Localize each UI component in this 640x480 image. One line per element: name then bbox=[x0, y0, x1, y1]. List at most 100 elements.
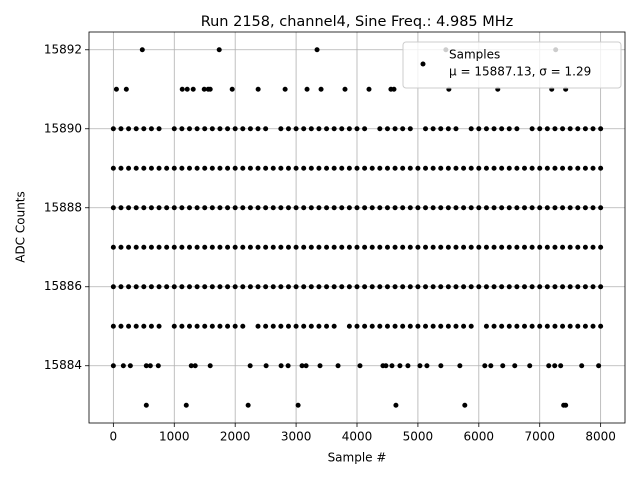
data-point bbox=[483, 126, 489, 132]
data-point bbox=[400, 284, 406, 290]
data-point bbox=[202, 126, 208, 132]
data-point bbox=[461, 165, 467, 171]
data-point bbox=[491, 205, 497, 211]
data-point bbox=[346, 126, 352, 132]
data-point bbox=[164, 205, 170, 211]
data-point bbox=[179, 126, 185, 132]
data-point bbox=[155, 363, 161, 369]
data-point bbox=[240, 244, 246, 250]
data-point bbox=[240, 126, 246, 132]
data-point bbox=[187, 165, 192, 171]
data-point bbox=[232, 165, 238, 171]
legend-marker bbox=[420, 61, 426, 67]
data-point bbox=[324, 244, 330, 250]
data-point bbox=[194, 165, 200, 171]
data-point bbox=[483, 205, 489, 211]
data-point bbox=[255, 284, 261, 290]
data-point bbox=[537, 205, 543, 211]
data-point bbox=[514, 323, 520, 329]
data-point bbox=[366, 86, 372, 92]
data-point bbox=[491, 284, 497, 290]
data-point bbox=[156, 323, 162, 329]
data-point bbox=[179, 165, 185, 171]
data-point bbox=[141, 126, 147, 132]
data-point bbox=[171, 244, 177, 250]
data-point bbox=[369, 323, 375, 329]
data-point bbox=[529, 323, 535, 329]
data-point bbox=[133, 323, 139, 329]
data-point bbox=[331, 205, 337, 211]
data-point bbox=[339, 244, 345, 250]
data-point bbox=[362, 205, 368, 211]
data-point bbox=[331, 126, 337, 132]
data-point bbox=[567, 205, 573, 211]
data-point bbox=[400, 126, 406, 132]
data-point bbox=[438, 244, 444, 250]
data-point bbox=[522, 323, 527, 329]
data-point bbox=[263, 126, 269, 132]
ticks: 0 1000 2000 3000 4000 5000 6000 7000 8000 15884 15… bbox=[44, 42, 616, 443]
chart-title: Run 2158, channel4, Sine Freq.: 4.985 MH… bbox=[201, 14, 514, 30]
data-point bbox=[316, 323, 322, 329]
data-point bbox=[598, 244, 604, 250]
data-point bbox=[392, 323, 398, 329]
data-point bbox=[575, 126, 581, 132]
data-point bbox=[263, 323, 269, 329]
data-point bbox=[209, 284, 215, 290]
data-point bbox=[582, 126, 588, 132]
data-point bbox=[324, 205, 330, 211]
data-point bbox=[529, 126, 535, 132]
data-point bbox=[324, 284, 330, 290]
data-point bbox=[405, 363, 411, 369]
data-point bbox=[301, 244, 307, 250]
data-point bbox=[453, 126, 459, 132]
data-point bbox=[445, 284, 451, 290]
data-point bbox=[560, 284, 566, 290]
data-point bbox=[346, 323, 352, 329]
data-point bbox=[202, 323, 208, 329]
data-point bbox=[537, 284, 543, 290]
data-point bbox=[430, 323, 436, 329]
data-point bbox=[187, 126, 192, 132]
x-axis-label: Sample # bbox=[328, 451, 387, 465]
data-point bbox=[407, 165, 413, 171]
data-point bbox=[217, 205, 223, 211]
data-point bbox=[270, 244, 276, 250]
data-point bbox=[118, 165, 124, 171]
data-point bbox=[598, 323, 604, 329]
data-point bbox=[346, 284, 352, 290]
data-point bbox=[217, 284, 223, 290]
x-tick-label: 6000 bbox=[464, 430, 495, 444]
data-point bbox=[514, 284, 520, 290]
data-point bbox=[308, 165, 314, 171]
data-point bbox=[308, 323, 314, 329]
data-point bbox=[316, 205, 322, 211]
data-point bbox=[225, 165, 231, 171]
data-point bbox=[558, 363, 564, 369]
grid bbox=[89, 32, 625, 423]
data-point bbox=[377, 205, 383, 211]
data-point bbox=[407, 323, 413, 329]
data-point bbox=[148, 323, 154, 329]
data-point bbox=[483, 244, 489, 250]
data-point bbox=[293, 323, 299, 329]
y-tick-label: 15892 bbox=[44, 42, 82, 56]
data-point bbox=[202, 284, 208, 290]
data-point bbox=[544, 323, 550, 329]
data-point bbox=[590, 244, 596, 250]
data-point bbox=[194, 244, 200, 250]
data-point bbox=[225, 284, 231, 290]
data-point bbox=[270, 323, 276, 329]
data-point bbox=[560, 165, 566, 171]
data-point bbox=[316, 284, 322, 290]
data-point bbox=[179, 284, 185, 290]
data-point bbox=[362, 284, 368, 290]
data-point bbox=[506, 126, 512, 132]
data-point bbox=[324, 323, 330, 329]
data-point bbox=[110, 165, 116, 171]
y-tick-label: 15890 bbox=[44, 121, 82, 135]
data-point bbox=[209, 205, 215, 211]
x-tick-label: 4000 bbox=[342, 430, 373, 444]
data-point bbox=[483, 284, 489, 290]
data-point bbox=[282, 86, 288, 92]
